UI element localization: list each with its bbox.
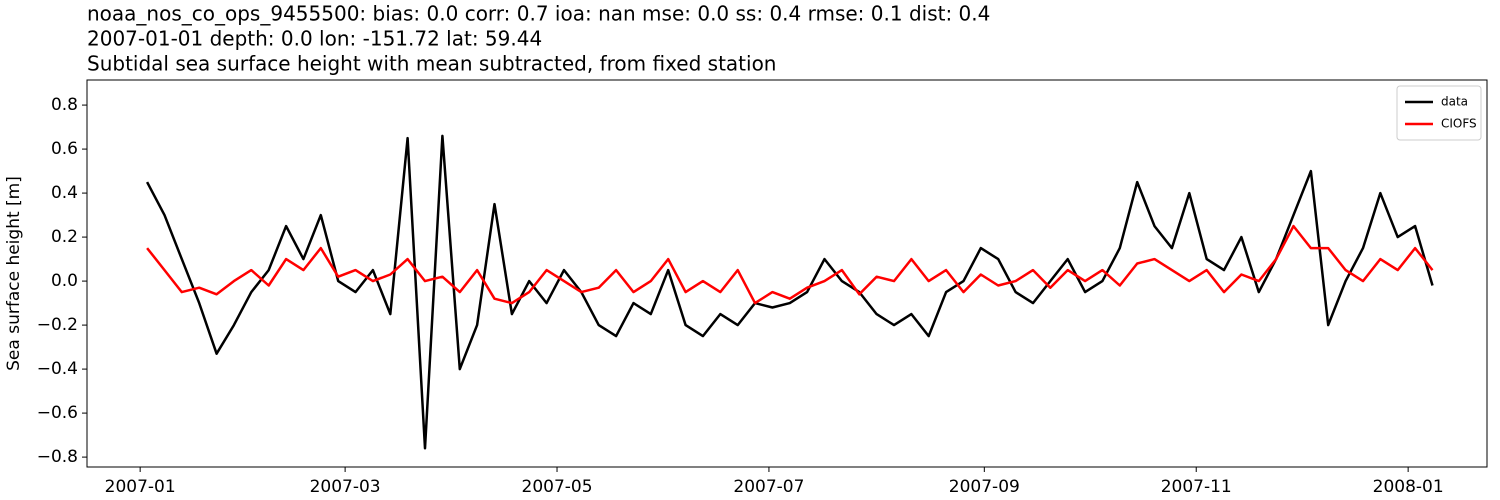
y-tick-label: 0.4 (51, 183, 78, 203)
chart-title: noaa_nos_co_ops_9455500: bias: 0.0 corr:… (87, 2, 990, 26)
x-tick-label: 2007-01 (105, 477, 176, 497)
y-tick-label: 0.8 (51, 95, 78, 115)
x-tick-label: 2007-07 (733, 477, 804, 497)
x-tick-label: 2007-05 (522, 477, 593, 497)
data-line (145, 134, 1434, 450)
y-tick-label: −0.4 (37, 359, 78, 379)
chart-title: 2007-01-01 depth: 0.0 lon: -151.72 lat: … (87, 27, 542, 51)
legend-box (1396, 85, 1482, 141)
data-line (146, 224, 1434, 305)
legend-label: CIOFS (1441, 117, 1477, 131)
y-tick-label: −0.8 (37, 447, 78, 467)
y-tick-label: 0.2 (51, 227, 78, 247)
y-axis-label: Sea surface height [m] (4, 176, 24, 371)
x-tick-label: 2008-01 (1373, 477, 1444, 497)
y-tick-label: 0.0 (51, 271, 78, 291)
x-tick-label: 2007-09 (949, 477, 1020, 497)
y-tick-label: 0.6 (51, 139, 78, 159)
y-tick-label: −0.2 (37, 315, 78, 335)
chart-title: Subtidal sea surface height with mean su… (87, 52, 776, 76)
plot-frame (86, 79, 1488, 468)
legend-label: data (1441, 95, 1468, 109)
x-tick-label: 2007-11 (1161, 477, 1232, 497)
y-tick-label: −0.6 (37, 403, 78, 423)
x-tick-label: 2007-03 (310, 477, 381, 497)
